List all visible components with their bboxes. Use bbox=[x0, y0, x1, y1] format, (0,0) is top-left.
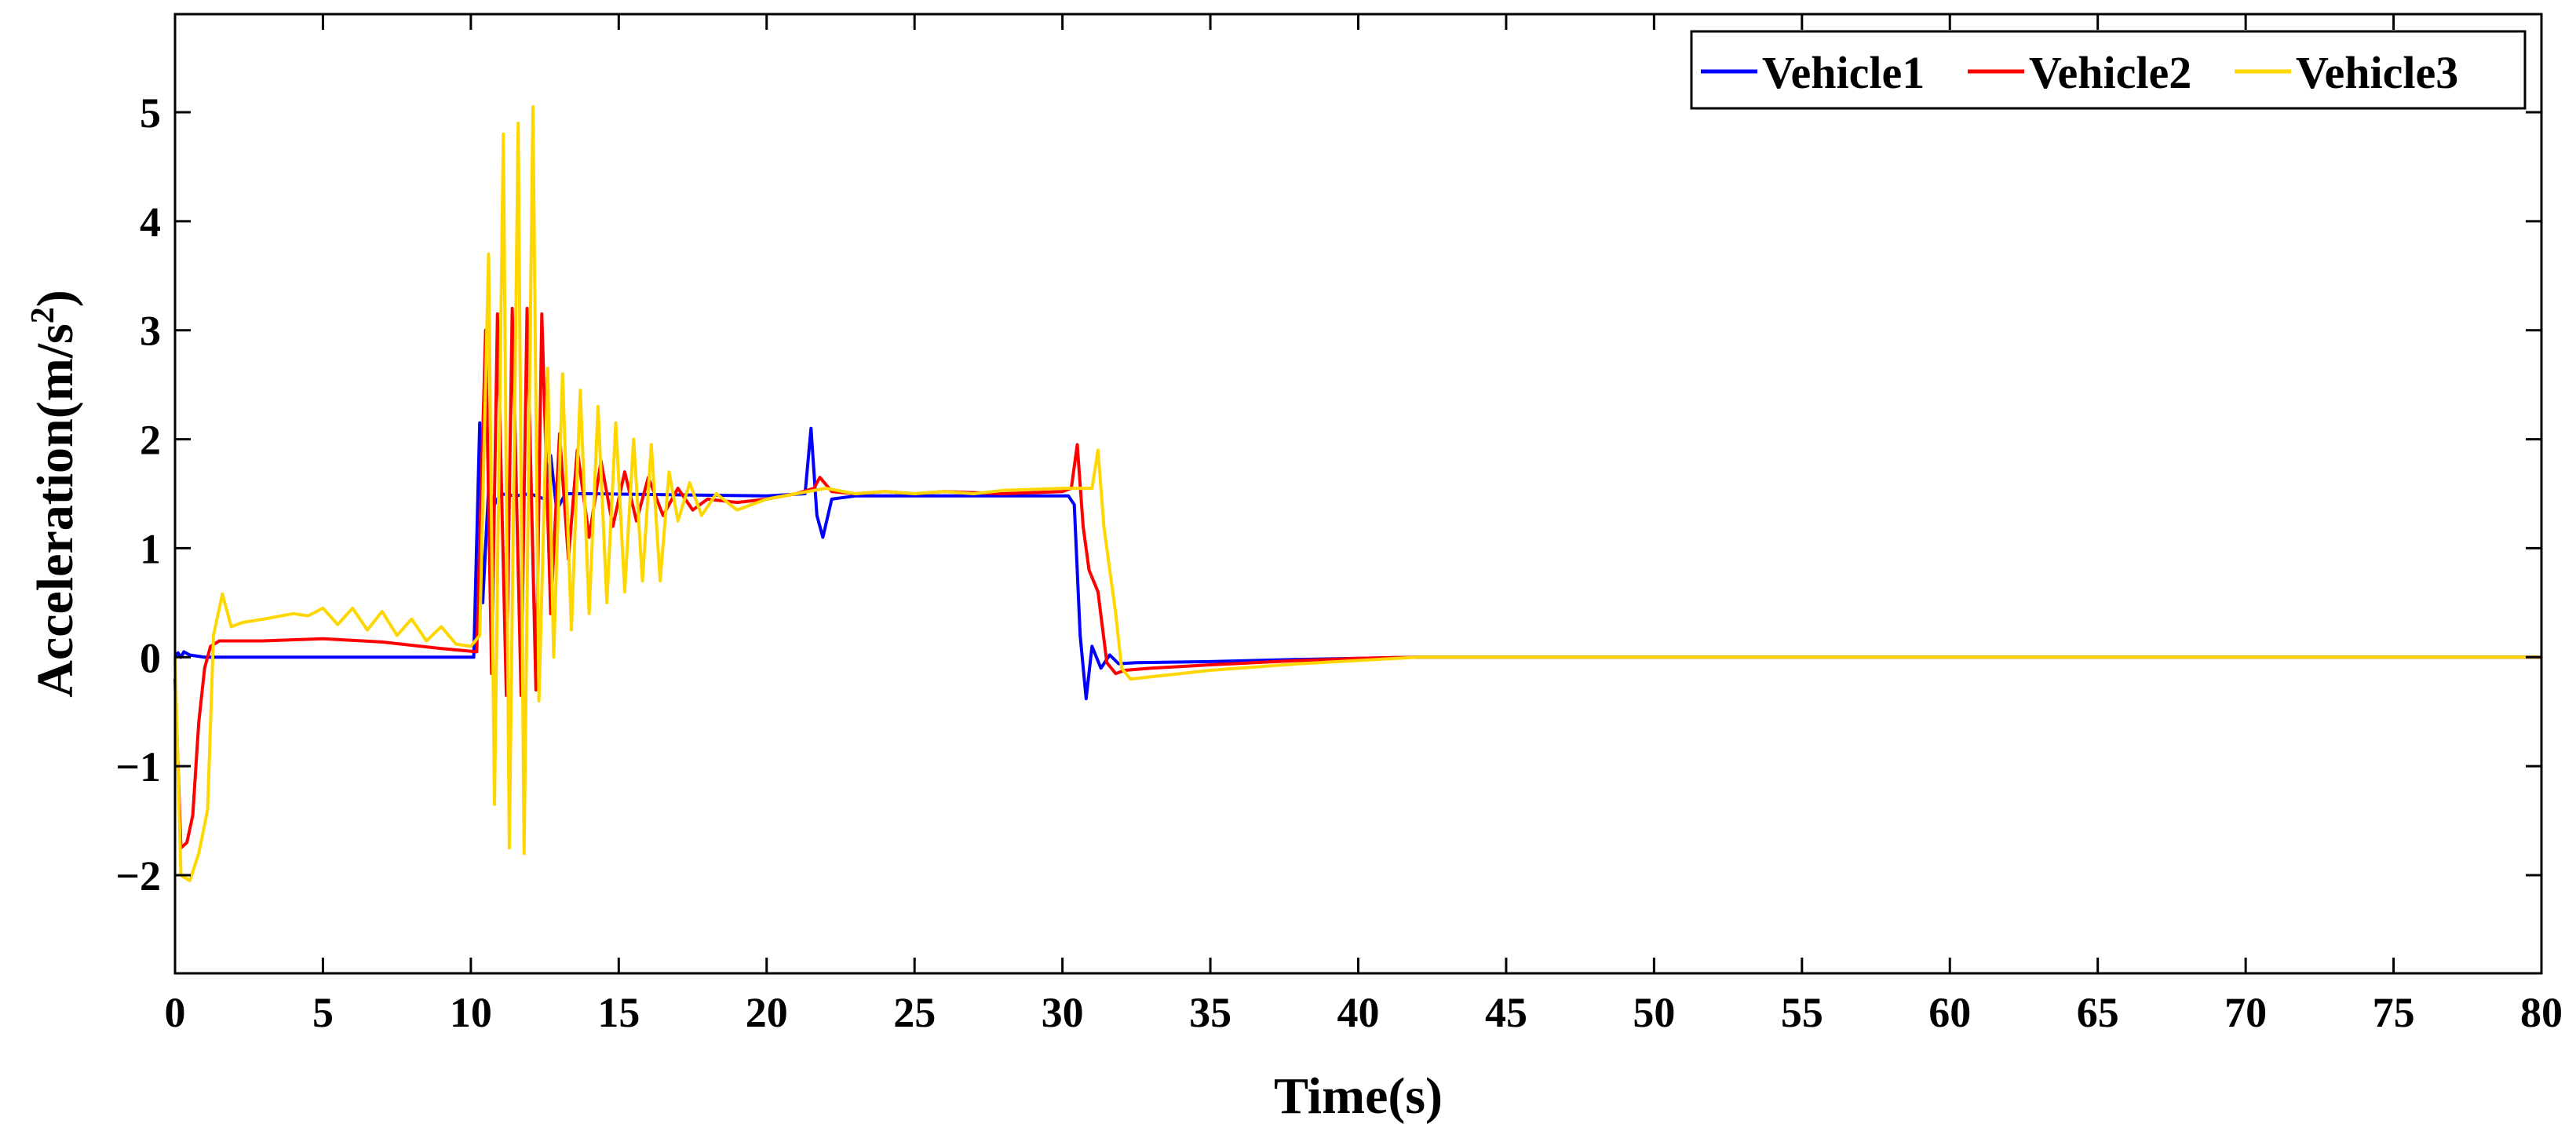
x-tick-label: 60 bbox=[1928, 989, 1971, 1036]
x-tick-label: 65 bbox=[2077, 989, 2119, 1036]
y-tick-label: −1 bbox=[115, 743, 161, 790]
x-tick-label: 40 bbox=[1337, 989, 1380, 1036]
legend: Vehicle1 Vehicle2 Vehicle3 bbox=[1690, 30, 2527, 110]
y-tick-label: 1 bbox=[140, 525, 161, 572]
y-axis-title: Acceleration(m/s2) bbox=[25, 290, 84, 697]
x-tick-label: 45 bbox=[1485, 989, 1527, 1036]
x-axis-title: Time(s) bbox=[1274, 1067, 1443, 1125]
x-tick-label: 10 bbox=[450, 989, 492, 1036]
x-tick-label: 70 bbox=[2224, 989, 2267, 1036]
y-tick-label: 5 bbox=[140, 89, 161, 137]
series-layer bbox=[173, 105, 2541, 882]
legend-box bbox=[1690, 30, 2527, 110]
y-tick-label: 4 bbox=[140, 199, 161, 246]
y-axis-ticks: −2 −1 0 1 2 3 4 5 bbox=[115, 89, 2541, 900]
y-tick-label: 0 bbox=[140, 634, 161, 681]
legend-label: Vehicle2 bbox=[2029, 47, 2191, 98]
y-axis-title-superscript: 2 bbox=[25, 307, 61, 323]
x-tick-label: 30 bbox=[1042, 989, 1084, 1036]
series-line-1 bbox=[173, 421, 2541, 701]
y-axis-title-suffix: ) bbox=[27, 290, 84, 307]
legend-label: Vehicle3 bbox=[2296, 47, 2458, 98]
y-tick-label: −2 bbox=[115, 852, 161, 900]
x-tick-label: 20 bbox=[746, 989, 788, 1036]
x-tick-label: 55 bbox=[1781, 989, 1823, 1036]
y-axis-title-main: Acceleration(m/s bbox=[27, 323, 84, 697]
y-tick-label: 3 bbox=[140, 308, 161, 355]
x-tick-label: 5 bbox=[312, 989, 334, 1036]
x-tick-label: 15 bbox=[597, 989, 640, 1036]
x-tick-label: 80 bbox=[2520, 989, 2563, 1036]
x-axis-ticks: 0 5 10 15 20 25 30 35 40 45 50 55 60 65 70 75 80 bbox=[165, 14, 2563, 1036]
series-line-3 bbox=[173, 105, 2541, 882]
x-tick-label: 25 bbox=[893, 989, 936, 1036]
x-tick-label: 0 bbox=[165, 989, 186, 1036]
legend-label: Vehicle1 bbox=[1762, 47, 1925, 98]
x-tick-label: 35 bbox=[1189, 989, 1231, 1036]
x-tick-label: 75 bbox=[2373, 989, 2415, 1036]
x-tick-label: 50 bbox=[1633, 989, 1675, 1036]
y-tick-label: 2 bbox=[140, 417, 161, 464]
